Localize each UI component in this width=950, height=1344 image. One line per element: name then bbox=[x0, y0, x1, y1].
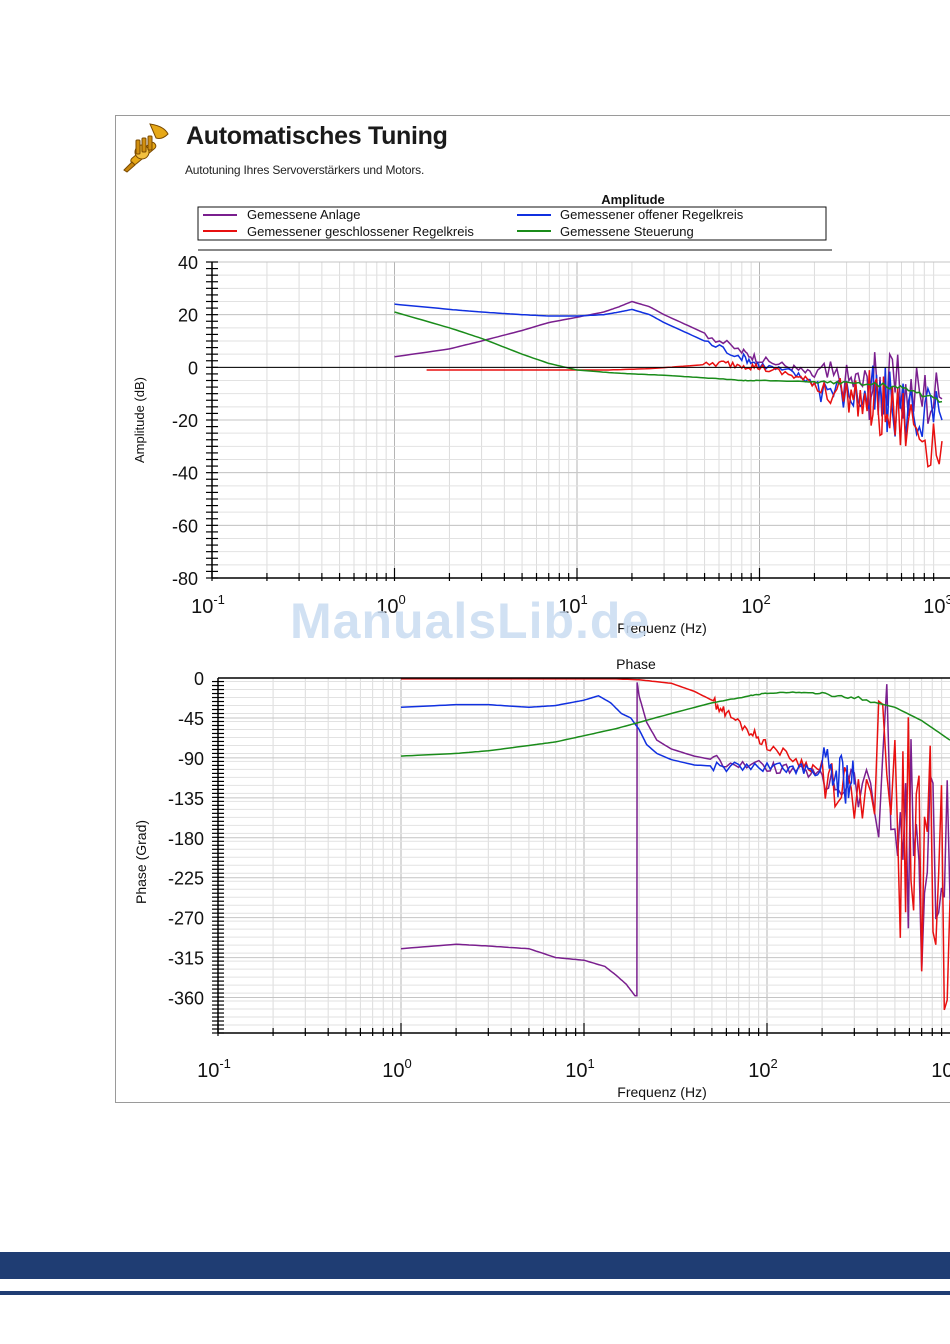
phase-y-tick-label: -45 bbox=[178, 709, 204, 729]
trumpet-icon bbox=[123, 123, 169, 173]
phase-y-tick-label: -135 bbox=[168, 789, 204, 809]
amplitude-title: Amplitude bbox=[601, 192, 665, 207]
phase-series-closed_loop bbox=[401, 678, 950, 1011]
amplitude-y-tick-label: -80 bbox=[172, 569, 198, 589]
legend-entry-plant: Gemessene Anlage bbox=[247, 207, 360, 222]
watermark: ManualsLib.de bbox=[290, 593, 651, 649]
amplitude-y-tick-label: 20 bbox=[178, 306, 198, 326]
amplitude-x-tick-label: 10-1 bbox=[191, 592, 225, 618]
amplitude-x-axis-label: Frequenz (Hz) bbox=[617, 620, 706, 636]
amplitude-series-feedforward bbox=[394, 311, 943, 403]
phase-x-tick-label: 10-1 bbox=[197, 1056, 231, 1082]
amplitude-x-tick-label: 100 bbox=[376, 592, 405, 618]
phase-x-axis-label: Frequenz (Hz) bbox=[617, 1084, 706, 1100]
phase-series-plant bbox=[400, 682, 950, 997]
footer-rule bbox=[0, 1291, 950, 1295]
amplitude-y-tick-label: 40 bbox=[178, 253, 198, 273]
amplitude-legend: Gemessene Anlage Gemessener geschlossene… bbox=[197, 206, 832, 251]
amplitude-y-tick-label: -60 bbox=[172, 516, 198, 536]
phase-x-tick-label: 103 bbox=[931, 1056, 950, 1082]
phase-y-axis-label: Phase (Grad) bbox=[133, 820, 149, 904]
phase-y-tick-label: -225 bbox=[168, 869, 204, 889]
amplitude-y-tick-label: -40 bbox=[172, 464, 198, 484]
legend-entry-feedforward: Gemessene Steuerung bbox=[560, 224, 694, 239]
bode-charts: Amplitude Amplitude (dB) Frequenz (Hz) G… bbox=[132, 192, 950, 1100]
amplitude-series-plant bbox=[394, 300, 943, 424]
phase-y-tick-label: -315 bbox=[168, 949, 204, 969]
amplitude-x-tick-label: 102 bbox=[741, 592, 770, 618]
page-subtitle: Autotuning Ihres Servoverstärkers und Mo… bbox=[185, 163, 425, 177]
page-title: Automatisches Tuning bbox=[186, 122, 448, 150]
phase-y-tick-label: -180 bbox=[168, 829, 204, 849]
phase-x-tick-label: 100 bbox=[382, 1056, 411, 1082]
tuning-panel bbox=[115, 115, 950, 1103]
amplitude-x-tick-label: 101 bbox=[558, 592, 587, 618]
amplitude-y-axis-label: Amplitude (dB) bbox=[132, 377, 147, 463]
amplitude-series-closed_loop bbox=[426, 360, 943, 468]
amplitude-y-tick-label: -20 bbox=[172, 411, 198, 431]
phase-y-tick-label: -360 bbox=[168, 989, 204, 1009]
phase-x-tick-label: 102 bbox=[748, 1056, 777, 1082]
legend-entry-closed-loop: Gemessener geschlossener Regelkreis bbox=[247, 224, 474, 239]
phase-y-tick-label: -90 bbox=[178, 749, 204, 769]
phase-title: Phase bbox=[616, 656, 656, 672]
phase-x-tick-label: 101 bbox=[565, 1056, 594, 1082]
amplitude-grid bbox=[211, 261, 950, 579]
phase-y-tick-label: -270 bbox=[168, 909, 204, 929]
amplitude-x-tick-label: 103 bbox=[923, 592, 950, 618]
phase-grid bbox=[217, 677, 950, 1034]
phase-series-open_loop bbox=[400, 694, 856, 804]
footer-band bbox=[0, 1252, 950, 1279]
phase-series-feedforward bbox=[400, 691, 950, 757]
amplitude-y-tick-label: 0 bbox=[188, 358, 198, 378]
legend-entry-open-loop: Gemessener offener Regelkreis bbox=[560, 207, 744, 222]
phase-y-tick-label: 0 bbox=[194, 669, 204, 689]
